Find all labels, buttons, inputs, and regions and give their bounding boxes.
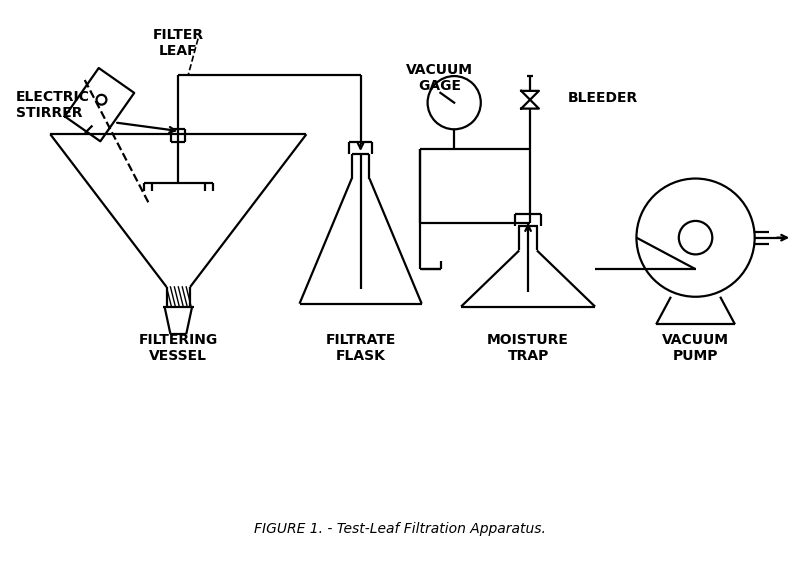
Text: MOISTURE
TRAP: MOISTURE TRAP	[487, 333, 569, 364]
Text: VACUUM
GAGE: VACUUM GAGE	[406, 64, 473, 93]
Text: VACUUM
PUMP: VACUUM PUMP	[662, 333, 729, 364]
Text: FIGURE 1. - Test-Leaf Filtration Apparatus.: FIGURE 1. - Test-Leaf Filtration Apparat…	[254, 522, 546, 536]
Text: FILTERING
VESSEL: FILTERING VESSEL	[138, 333, 218, 364]
Text: ELECTRIC
STIRRER: ELECTRIC STIRRER	[16, 89, 90, 120]
Text: FILTRATE
FLASK: FILTRATE FLASK	[326, 333, 396, 364]
Text: FILTER
LEAF: FILTER LEAF	[153, 28, 204, 58]
Text: BLEEDER: BLEEDER	[567, 90, 638, 105]
